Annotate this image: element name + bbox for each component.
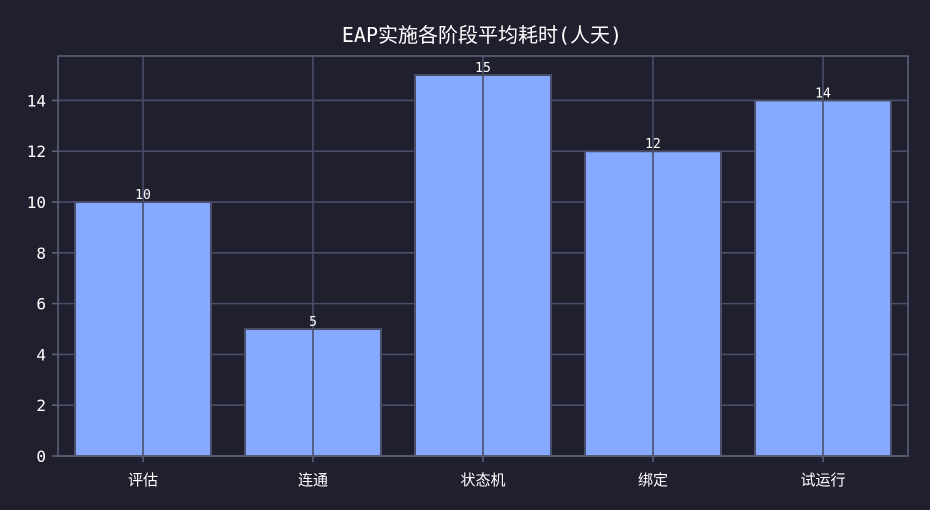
x-category-label: 评估 — [128, 471, 158, 489]
bar-value-label: 5 — [309, 315, 317, 330]
y-tick-label: 2 — [36, 396, 46, 415]
y-axis-ticks: 0 2 4 6 8 10 12 14 — [27, 91, 58, 466]
y-tick-label: 12 — [27, 142, 46, 161]
chart-title: EAP实施各阶段平均耗时(人天) — [342, 23, 622, 47]
x-axis-ticks: 评估 连通 状态机 绑定 试运行 — [128, 456, 846, 489]
x-category-label: 试运行 — [800, 471, 845, 489]
y-tick-label: 8 — [36, 244, 46, 263]
bar-value-label: 10 — [135, 188, 151, 203]
y-tick-label: 10 — [27, 193, 46, 212]
bar-value-label: 14 — [815, 86, 831, 101]
x-category-label: 状态机 — [460, 471, 505, 489]
y-tick-label: 14 — [27, 91, 46, 110]
bar-value-label: 12 — [645, 137, 661, 152]
bar-value-label: 15 — [475, 61, 491, 76]
y-tick-label: 4 — [36, 345, 46, 364]
x-category-label: 绑定 — [638, 471, 668, 489]
bar-value-labels: 10 5 15 12 14 — [135, 61, 831, 330]
x-category-label: 连通 — [298, 471, 328, 489]
y-tick-label: 0 — [36, 447, 46, 466]
y-tick-label: 6 — [36, 295, 46, 314]
vertical-grid-lines — [142, 56, 824, 456]
